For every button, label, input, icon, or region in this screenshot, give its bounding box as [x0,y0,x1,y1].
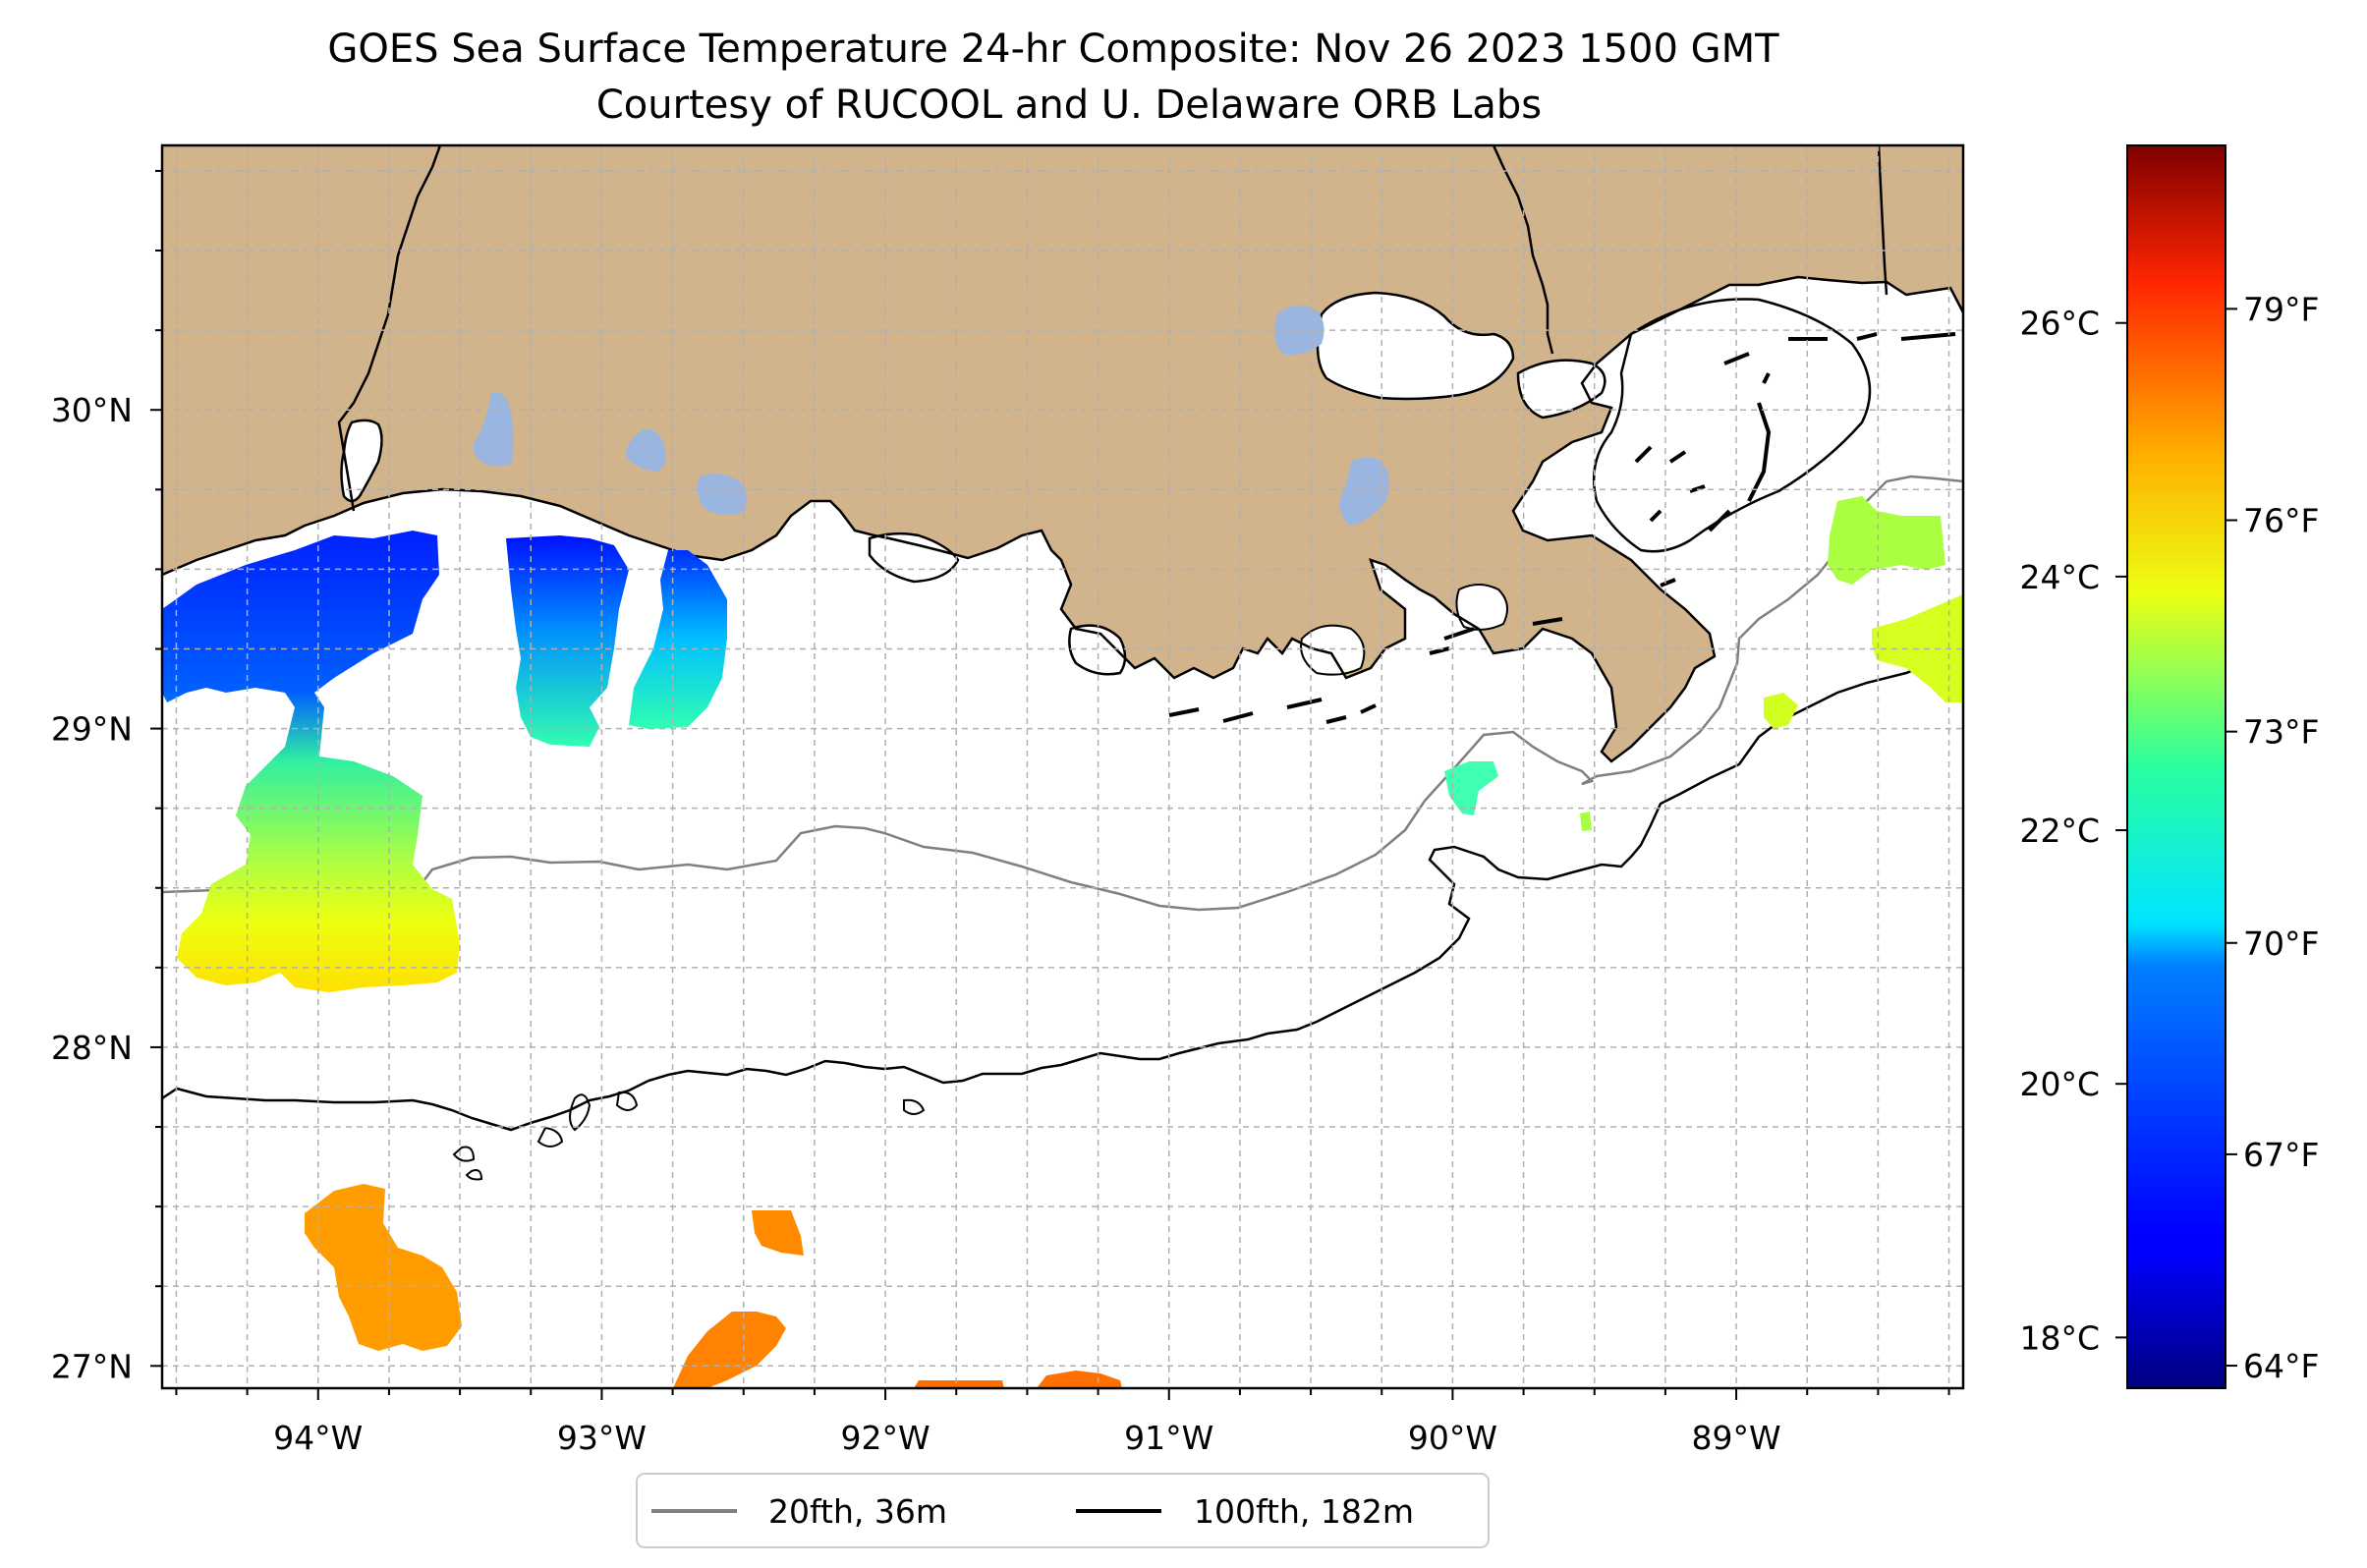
lake-salvador [1339,457,1389,526]
sst-patch-south-1 [305,1184,462,1351]
bay-breton [1592,298,1872,553]
bay-terrebonne [1300,624,1366,676]
x-tick-label: 93°W [557,1419,647,1457]
lake-arthur [697,474,748,515]
grand-lake [473,392,514,467]
white-lake [625,428,666,472]
fahrenheit-tick-label: 76°F [2243,502,2319,540]
colorbar-celsius-ticks [2115,321,2127,1339]
celsius-tick-label: 22°C [2019,812,2100,850]
colorbar-fahrenheit-ticks [2226,308,2237,1368]
gridlines [162,145,1963,1388]
celsius-tick-label: 24°C [2019,558,2100,596]
sst-patch-east [629,550,727,729]
fahrenheit-tick-label: 64°F [2243,1347,2319,1385]
legend-label-100fth: 100fth, 182m [1194,1492,1414,1531]
lake-pontchartrain [1316,291,1515,401]
map-subtitle: Courtesy of RUCOOL and U. Delaware ORB L… [596,83,1542,128]
pearl-river [1492,145,1554,355]
map-title: GOES Sea Surface Temperature 24-hr Compo… [327,27,1779,72]
colorbar: 18°C 20°C 22°C 24°C 26°C 64°F 67°F 70°F … [2019,144,2319,1389]
celsius-tick-label: 18°C [2019,1318,2100,1357]
legend: 20fth, 36m 100fth, 182m [636,1473,1490,1548]
legend-label-20fth: 20fth, 36m [768,1492,947,1531]
atchafalaya-bay [1068,624,1127,676]
axis-tick-marks [150,169,1950,1400]
sst-patch-central [506,535,629,747]
x-tick-label: 92°W [841,1419,930,1457]
sst-patch-south-4 [914,1371,1122,1388]
sst-patch-ne-3 [1764,693,1798,729]
fahrenheit-tick-label: 73°F [2243,713,2319,752]
sst-patch-south-2 [752,1210,804,1256]
sst-patch-mid-2 [1580,812,1592,831]
lake-borgne [1516,359,1606,420]
x-tick-label: 89°W [1692,1419,1781,1457]
y-tick-label: 28°N [51,1029,133,1067]
legend-box [636,1473,1490,1548]
x-tick-label: 91°W [1124,1419,1213,1457]
fahrenheit-tick-label: 79°F [2243,290,2319,328]
y-axis: 27°N 28°N 29°N 30°N [51,391,133,1385]
celsius-tick-label: 26°C [2019,305,2100,343]
bay-barataria [1455,584,1508,631]
land-louisiana [162,145,1963,761]
state-border-ms-al [1877,145,1888,296]
sst-patch-west [162,531,460,992]
y-tick-label: 30°N [51,391,133,429]
sabine-river [337,145,442,512]
coastline [162,275,1963,763]
colorbar-gradient [2126,144,2226,1389]
x-tick-label: 94°W [273,1419,363,1457]
isobath-20fth [162,475,1963,912]
sst-patch-ne-1 [1828,496,1945,585]
barrier-islands [1168,332,1956,724]
fahrenheit-tick-label: 67°F [2243,1136,2319,1174]
isobath-100fth [162,654,1963,1132]
celsius-tick-label: 20°C [2019,1065,2100,1103]
fahrenheit-tick-label: 70°F [2243,924,2319,963]
map-frame [160,143,1965,1390]
x-tick-label: 90°W [1408,1419,1497,1457]
x-axis: 94°W 93°W 92°W 91°W 90°W 89°W [273,1419,1780,1457]
isobath-100fth-islands [452,1091,926,1181]
y-tick-label: 27°N [51,1347,133,1385]
y-tick-label: 29°N [51,710,133,749]
sst-patch-mid-1 [1444,761,1498,815]
map-area [162,145,1963,1388]
sst-patch-south-3 [673,1312,786,1388]
